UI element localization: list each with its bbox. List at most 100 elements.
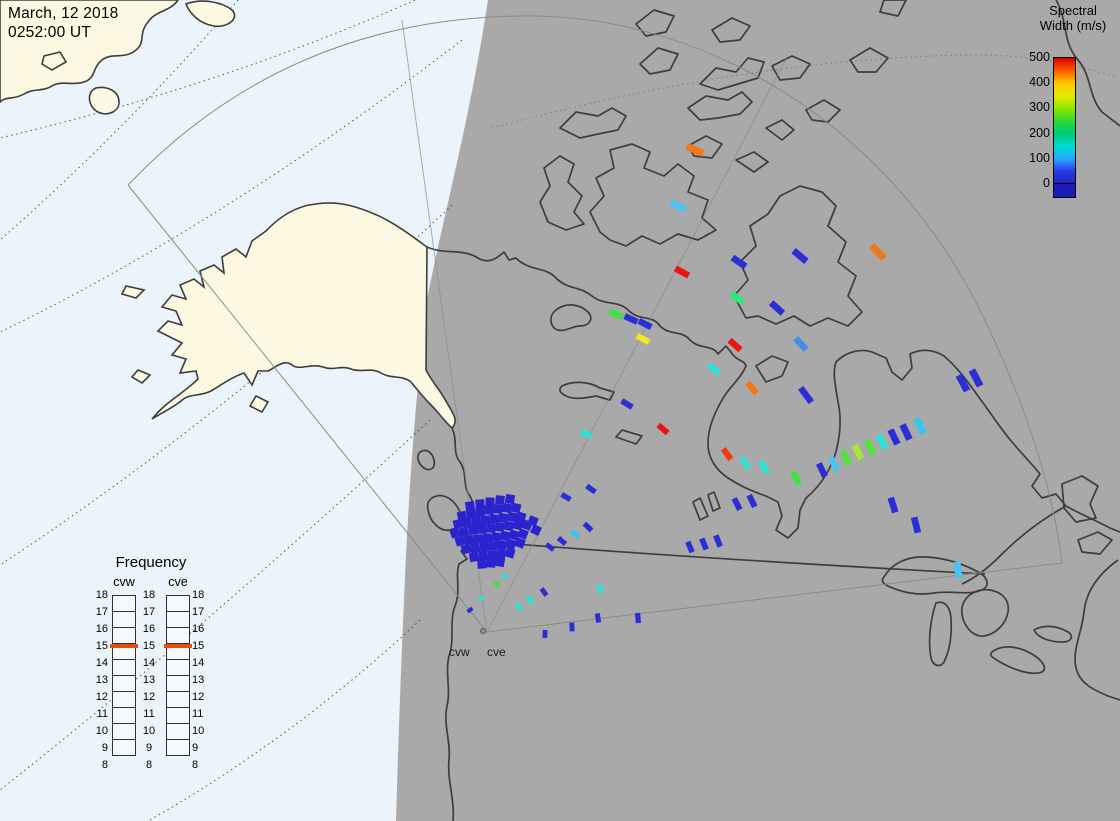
frequency-cell xyxy=(112,707,136,724)
data-cell xyxy=(514,537,526,549)
data-cell xyxy=(791,247,809,265)
frequency-tick-label: 17 xyxy=(95,606,108,618)
frequency-tick-label: 12 xyxy=(142,691,156,703)
data-cell xyxy=(623,313,639,325)
colorbar-tick-label: 500 xyxy=(1029,50,1050,64)
data-cell xyxy=(504,493,516,505)
arctic-islet-4 xyxy=(771,55,811,81)
landmass-alaska xyxy=(120,202,456,430)
colorbar-tick-label: 400 xyxy=(1029,75,1050,90)
data-cell xyxy=(913,417,927,435)
frequency-cell xyxy=(166,675,190,692)
frequency-tick-label: 15 xyxy=(142,640,156,652)
data-cell xyxy=(464,500,476,512)
data-cell xyxy=(465,508,477,520)
frequency-tick-label: 14 xyxy=(142,657,156,669)
data-cell xyxy=(744,380,760,396)
data-cell xyxy=(499,530,511,542)
frequency-cell xyxy=(166,691,190,708)
map-site-label-cve: cve xyxy=(487,645,506,659)
lake-huron xyxy=(961,588,1010,637)
frequency-tick-label: 11 xyxy=(192,708,204,720)
data-cell xyxy=(746,493,758,509)
fov-inner-edge-2 xyxy=(486,54,789,633)
data-cell xyxy=(488,541,498,551)
frequency-tick-label: 9 xyxy=(101,742,108,754)
data-cell xyxy=(460,543,472,555)
data-cell xyxy=(585,483,597,495)
data-cell xyxy=(790,470,802,486)
data-cell xyxy=(656,422,670,436)
frequency-marker-cvw xyxy=(110,644,138,648)
landmass-russia xyxy=(0,0,236,115)
arctic-islet-1 xyxy=(639,47,679,75)
colorbar-tick-label: 100 xyxy=(1029,150,1050,165)
great-bear-lake xyxy=(550,304,592,332)
data-cell xyxy=(768,300,786,316)
frequency-column-cvw xyxy=(110,595,138,765)
colorbar-tick-labels: 500 400 300 200 100 0 xyxy=(1008,50,1050,197)
data-cell xyxy=(506,511,518,523)
colorbar-tick-label: 0 xyxy=(1043,176,1050,190)
data-cell xyxy=(467,524,479,536)
nova-scotia xyxy=(1077,531,1113,555)
frequency-scale-right: 18 17 16 15 14 13 12 11 10 9 8 xyxy=(192,589,216,771)
colorbar-title: Spectral Width (m/s) xyxy=(1028,3,1118,33)
frequency-tick-label: 17 xyxy=(192,606,205,618)
data-cell xyxy=(899,423,913,441)
prince-of-wales-island xyxy=(687,135,723,159)
data-cell xyxy=(496,539,508,551)
data-cell xyxy=(487,550,497,560)
frequency-tick-label: 15 xyxy=(95,640,108,652)
data-cell xyxy=(471,516,481,526)
data-cell xyxy=(968,368,984,388)
frequency-cell xyxy=(112,739,136,756)
frequency-cell xyxy=(166,611,190,628)
timestamp-block: March, 12 2018 0252:00 UT xyxy=(8,4,119,42)
lake-michigan xyxy=(928,601,953,667)
data-cell xyxy=(953,561,963,579)
somerset-island xyxy=(735,151,769,173)
frequency-tick-label: 16 xyxy=(95,623,108,635)
devon-island xyxy=(687,91,753,121)
lake-ontario xyxy=(1033,625,1073,643)
data-cell xyxy=(477,559,487,569)
data-cell xyxy=(955,373,971,393)
data-cell xyxy=(869,243,887,261)
frequency-legend: Frequency cvw cve 18 17 16 15 14 13 12 11 10 9 8 1… xyxy=(86,554,216,771)
newfoundland xyxy=(1061,475,1099,523)
frequency-tick-label: 17 xyxy=(142,606,156,618)
data-cell xyxy=(456,510,468,522)
data-cell xyxy=(515,511,527,523)
frequency-tick-label: 14 xyxy=(95,657,108,669)
frequency-cell xyxy=(112,627,136,644)
great-lakes xyxy=(881,556,1073,675)
data-cell xyxy=(468,551,480,563)
radar-site-dot xyxy=(480,628,486,634)
frequency-tick-label: 10 xyxy=(192,725,205,737)
frequency-scale-middle: 18 17 16 15 14 13 12 11 10 9 8 xyxy=(137,589,161,771)
data-cell xyxy=(508,529,520,541)
banks-island xyxy=(539,155,585,231)
data-cell xyxy=(501,573,509,579)
data-cell xyxy=(728,290,746,306)
data-cell xyxy=(527,515,539,527)
data-cell xyxy=(486,558,496,568)
frequency-tick-label: 13 xyxy=(142,674,156,686)
data-cell xyxy=(495,495,505,505)
data-cell xyxy=(706,362,722,376)
haida-gwaii xyxy=(417,449,436,471)
frequency-tick-label: 8 xyxy=(192,759,199,771)
data-cell xyxy=(620,398,634,410)
data-cell xyxy=(851,443,865,461)
data-cell xyxy=(461,517,473,529)
baffin-island xyxy=(733,185,863,327)
coastlines-night-side xyxy=(417,0,1120,821)
arctic-islands xyxy=(539,0,907,383)
frequency-cell xyxy=(166,595,190,612)
atlantic-coast xyxy=(1074,559,1120,701)
data-cell xyxy=(699,537,709,551)
frequency-cell xyxy=(112,611,136,628)
frequency-radar-label-cvw: cvw xyxy=(113,575,135,589)
arctic-islet-5 xyxy=(805,99,841,123)
